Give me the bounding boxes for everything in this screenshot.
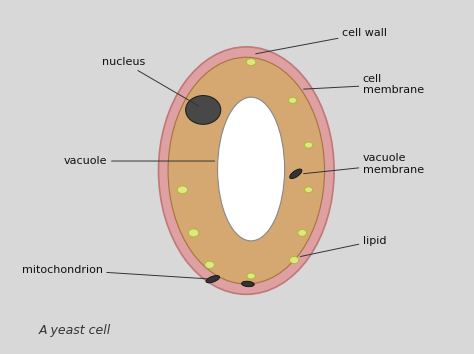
Ellipse shape — [168, 57, 325, 284]
Ellipse shape — [177, 186, 188, 194]
Ellipse shape — [189, 229, 199, 237]
Ellipse shape — [206, 275, 219, 283]
Ellipse shape — [289, 97, 297, 103]
Text: vacuole: vacuole — [64, 156, 215, 166]
Ellipse shape — [246, 59, 256, 65]
Ellipse shape — [305, 187, 312, 193]
Ellipse shape — [304, 142, 313, 148]
Text: cell wall: cell wall — [255, 28, 387, 54]
Ellipse shape — [186, 96, 221, 124]
Text: A yeast cell: A yeast cell — [39, 324, 111, 337]
Text: cell
membrane: cell membrane — [303, 74, 424, 95]
Text: nucleus: nucleus — [102, 57, 199, 106]
Ellipse shape — [247, 273, 255, 279]
Text: lipid: lipid — [301, 236, 386, 257]
Ellipse shape — [242, 281, 254, 287]
Ellipse shape — [218, 97, 284, 241]
Ellipse shape — [290, 169, 302, 179]
Ellipse shape — [290, 257, 299, 263]
Ellipse shape — [158, 47, 334, 294]
Text: mitochondrion: mitochondrion — [22, 264, 211, 279]
Text: vacuole
membrane: vacuole membrane — [303, 153, 424, 175]
Ellipse shape — [205, 261, 214, 268]
Ellipse shape — [298, 229, 307, 236]
